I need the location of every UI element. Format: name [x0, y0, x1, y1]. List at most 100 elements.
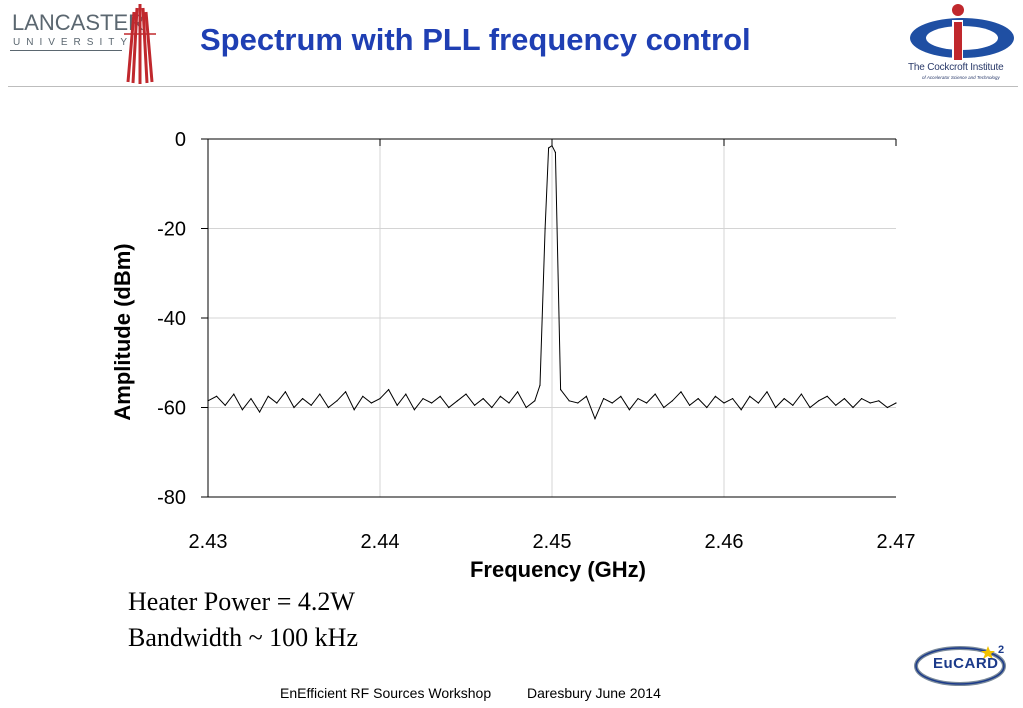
footer-event: EnEfficient RF Sources Workshop: [280, 685, 492, 701]
spectrum-point: [792, 404, 794, 406]
spectrum-point: [482, 397, 484, 400]
y-axis-title: Amplitude (dBm): [110, 243, 135, 420]
x-axis-title: Frequency (GHz): [470, 557, 646, 582]
spectrum-point: [663, 406, 665, 409]
x-tick-label: 2.44: [361, 531, 400, 553]
spectrum-point: [547, 147, 550, 149]
spectrum-point: [336, 400, 338, 402]
spectrum-point: [835, 404, 837, 406]
x-tick-label: 2.43: [189, 531, 228, 553]
x-tick-label: 2.46: [705, 531, 744, 553]
lancaster-logo-subword: UNIVERSITY: [13, 37, 134, 48]
y-tick-label: -60: [157, 398, 186, 420]
spectrum-point: [895, 402, 897, 404]
spectrum-point: [689, 404, 691, 406]
spectrum-point: [671, 400, 674, 402]
spectrum-point: [499, 395, 501, 397]
spectrum-point: [843, 397, 846, 400]
x-tick-label: 2.47: [877, 531, 916, 553]
spectrum-point: [379, 397, 381, 400]
cockcroft-subtitle: of Accelerator Science and Technology: [922, 75, 1000, 80]
eucard-wordmark: EuCARD: [933, 655, 999, 672]
spectrum-point: [611, 402, 613, 404]
y-tick-label: -40: [157, 308, 186, 330]
spectrum-point: [680, 391, 682, 393]
cockcroft-name: The Cockcroft Institute: [908, 62, 1004, 73]
lancaster-logo-rule: [10, 50, 122, 51]
spectrum-point: [474, 404, 476, 406]
spectrum-point: [319, 393, 321, 395]
spectrum-point: [241, 409, 243, 411]
y-tick-label: -80: [157, 487, 186, 509]
heater-power-note: Heater Power = 4.2W: [128, 587, 355, 616]
lancaster-crest-icon: [124, 4, 156, 84]
spectrum-point: [637, 397, 639, 400]
spectrum-chart: 0 -20 -40 -60 -802.43 2.44 2.45 2.46 2.47 Frequen…: [110, 129, 915, 582]
spectrum-point: [362, 395, 364, 397]
cockcroft-institute-logo: The Cockcroft Institute of Accelerator S…: [900, 2, 1022, 88]
spectrum-point: [886, 406, 889, 409]
spectrum-point: [456, 400, 458, 402]
spectrum-point: [551, 145, 553, 147]
spectrum-point: [826, 395, 828, 397]
spectrum-point: [302, 397, 304, 400]
spectrum-point: [207, 400, 209, 402]
spectrum-point: [749, 395, 751, 397]
spectrum-point: [620, 395, 622, 397]
cockcroft-emblem-icon: [910, 4, 1014, 62]
eucard-logo: EuCARD 2: [912, 640, 1022, 688]
spectrum-point: [585, 395, 587, 397]
spectrum-point: [396, 404, 398, 406]
x-tick-label: 2.45: [533, 531, 572, 553]
lancaster-university-logo: LANCASTER UNIVERSITY: [6, 4, 156, 84]
spectrum-point: [577, 402, 579, 404]
spectrum-point: [757, 402, 760, 404]
y-tick-label: 0: [175, 129, 186, 151]
chart-labels: 0 -20 -40 -60 -802.43 2.44 2.45 2.46 2.47 Frequen…: [110, 129, 915, 582]
spectrum-point: [525, 406, 527, 409]
spectrum-point: [224, 404, 226, 406]
spectrum-line: [207, 144, 897, 421]
spectrum-point: [775, 406, 777, 409]
spectrum-point: [388, 389, 390, 391]
spectrum-point: [413, 409, 415, 411]
bandwidth-note: Bandwidth ~ 100 kHz: [128, 623, 358, 652]
spectrum-point: [284, 391, 286, 393]
spectrum-point: [603, 397, 605, 400]
spectrum-point: [869, 402, 871, 404]
spectrum-point: [345, 391, 347, 393]
spectrum-point: [809, 406, 811, 409]
spectrum-point: [539, 384, 541, 386]
spectrum-point: [508, 402, 510, 404]
spectrum-point: [714, 395, 717, 397]
eucard-superscript: 2: [998, 644, 1005, 656]
spectrum-point: [878, 400, 880, 402]
spectrum-point: [439, 395, 441, 397]
spectrum-point: [732, 397, 734, 400]
chart-axes: [201, 138, 897, 498]
spectrum-point: [740, 409, 742, 411]
spectrum-point: [491, 406, 493, 409]
spectrum-point: [560, 389, 562, 391]
y-tick-label: -20: [157, 219, 186, 241]
spectrum-point: [818, 400, 820, 402]
spectrum-point: [293, 406, 295, 409]
spectrum-point: [706, 406, 708, 409]
spectrum-point: [276, 402, 278, 404]
spectrum-point: [766, 391, 768, 393]
eucard-swoosh-icon: [914, 646, 1006, 686]
spectrum-point: [267, 395, 269, 397]
spectrum-point: [327, 406, 329, 409]
spectrum-point: [697, 397, 699, 400]
spectrum-point: [628, 409, 631, 411]
spectrum-point: [534, 400, 536, 402]
chart-series-layer: [207, 144, 897, 421]
spectrum-point: [216, 395, 218, 397]
spectrum-point: [233, 393, 235, 395]
spectrum-point: [370, 402, 372, 404]
spectrum-point: [554, 151, 557, 154]
spectrum-point: [594, 418, 596, 420]
spectrum-point: [568, 400, 570, 402]
header-divider: [8, 86, 1018, 87]
spectrum-point: [517, 391, 519, 393]
